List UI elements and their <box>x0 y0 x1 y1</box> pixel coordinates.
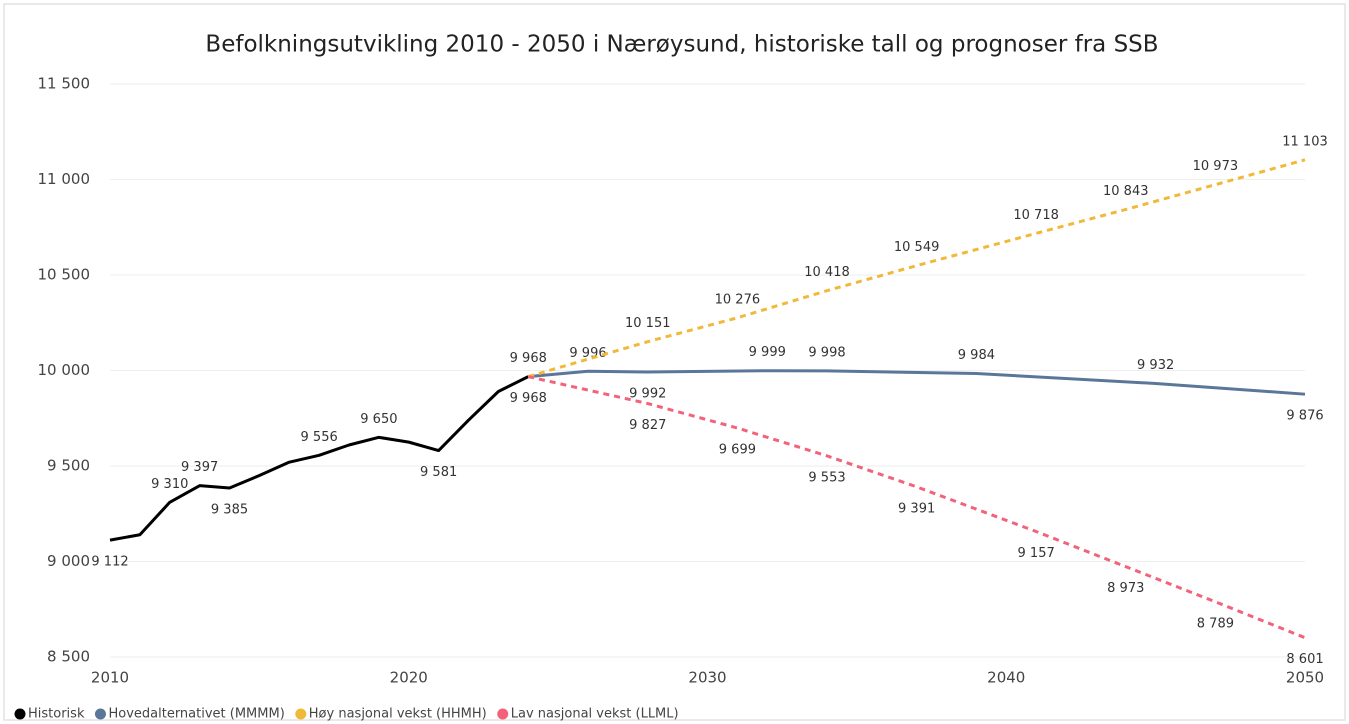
data-label: 9 998 <box>808 345 845 360</box>
data-label: 10 151 <box>625 316 671 331</box>
y-tick-label: 9 500 <box>47 457 90 475</box>
data-label: 9 876 <box>1286 409 1323 424</box>
data-label: 9 999 <box>749 345 786 360</box>
legend-marker <box>14 708 26 720</box>
data-label: 9 391 <box>898 501 935 516</box>
legend-label: Lav nasjonal vekst (LLML) <box>511 707 679 722</box>
data-label: 9 112 <box>91 555 128 570</box>
data-label: 9 581 <box>420 465 457 480</box>
data-label: 8 973 <box>1107 581 1144 596</box>
frame <box>3 3 1346 721</box>
data-label: 9 996 <box>569 346 606 361</box>
y-tick-label: 10 000 <box>38 361 91 379</box>
data-label: 9 827 <box>629 418 666 433</box>
data-label: 9 397 <box>181 460 218 475</box>
data-label: 10 843 <box>1103 184 1149 199</box>
data-label: 10 418 <box>804 265 850 280</box>
series-line <box>109 375 529 542</box>
legend-label: Historisk <box>28 707 85 722</box>
x-tick-label: 2050 <box>1286 669 1324 687</box>
y-tick-label: 9 000 <box>47 552 90 570</box>
legend-marker <box>94 708 106 720</box>
data-label: 9 968 <box>510 391 547 406</box>
data-label: 8 601 <box>1286 652 1323 667</box>
data-label: 9 984 <box>958 348 995 363</box>
data-label: 10 973 <box>1193 159 1239 174</box>
y-tick-label: 10 500 <box>38 266 91 284</box>
x-tick-label: 2030 <box>688 669 726 687</box>
data-label: 10 276 <box>715 292 761 307</box>
x-tick-label: 2020 <box>390 669 428 687</box>
data-label: 9 992 <box>629 387 666 402</box>
data-label: 9 932 <box>1137 358 1174 373</box>
y-tick-label: 8 500 <box>47 648 90 666</box>
data-label: 9 699 <box>719 442 756 457</box>
data-label: 8 789 <box>1197 616 1234 631</box>
x-tick-label: 2040 <box>987 669 1025 687</box>
data-label: 9 310 <box>151 477 188 492</box>
data-label: 11 103 <box>1282 134 1328 149</box>
data-label: 9 650 <box>360 412 397 427</box>
data-label: 9 157 <box>1018 546 1055 561</box>
data-label: 9 385 <box>211 502 248 517</box>
data-label: 9 968 <box>510 351 547 366</box>
y-tick-label: 11 000 <box>38 170 91 188</box>
y-tick-label: 11 500 <box>38 75 91 93</box>
legend-marker <box>497 708 509 720</box>
legend-marker <box>295 708 307 720</box>
series-line <box>528 369 1306 396</box>
data-label: 10 718 <box>1013 208 1059 223</box>
data-label: 9 556 <box>301 430 338 445</box>
data-label: 10 549 <box>894 240 940 255</box>
legend-label: Høy nasjonal vekst (HHMH) <box>309 707 487 722</box>
x-tick-label: 2010 <box>91 669 129 687</box>
chart-title: Befolkningsutvikling 2010 - 2050 i Nærøy… <box>205 32 1158 58</box>
data-label: 9 553 <box>808 470 845 485</box>
legend-label: Hovedalternativet (MMMM) <box>108 707 284 722</box>
series-line <box>527 158 1306 379</box>
